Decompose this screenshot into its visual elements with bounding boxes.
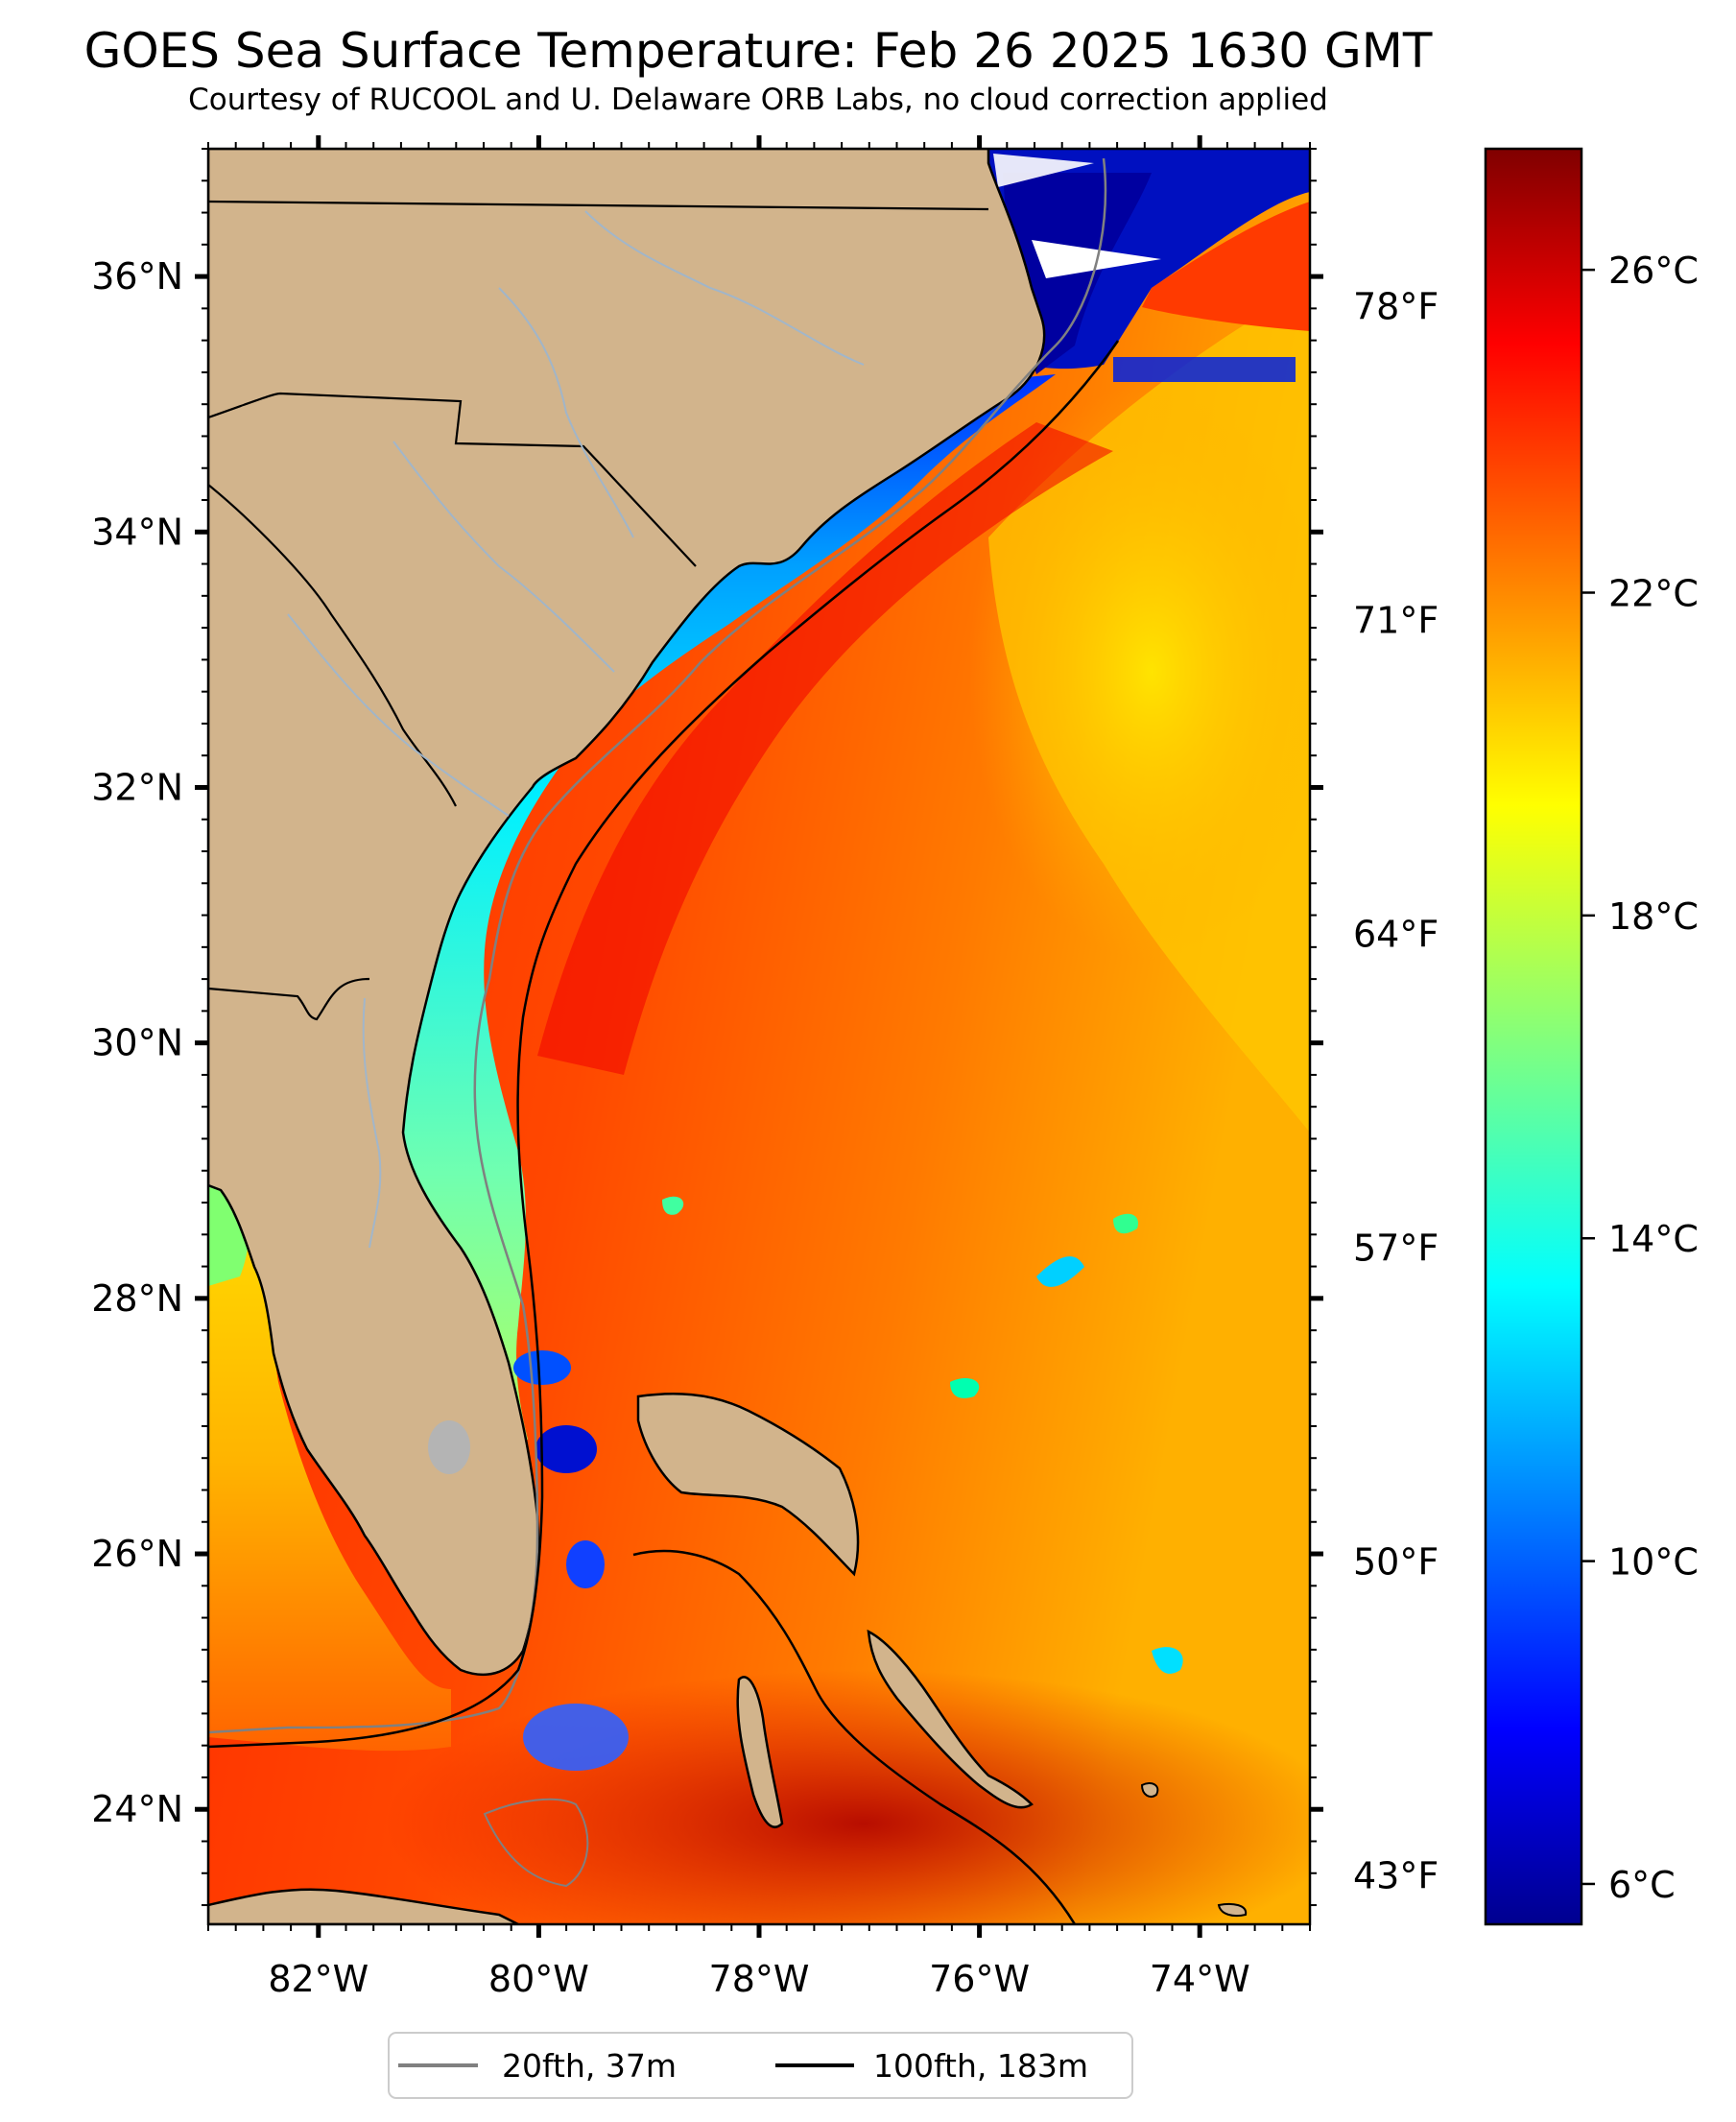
cool-filament [1152, 1647, 1183, 1674]
latitude-axis: 24°N 26°N 28°N 30°N 32°N 34°N 36°N [91, 148, 1323, 1907]
us-mainland [208, 149, 1046, 1677]
legend-label-100fth: 100fth, 183m [873, 2047, 1088, 2085]
cool-filament [950, 1377, 980, 1398]
map-panel [208, 149, 1310, 1924]
cb-c-tick-label: 18°C [1608, 895, 1699, 938]
gulf-stream-core [537, 422, 1113, 1075]
lon-tick-label: 76°W [929, 1958, 1030, 2000]
cool-filament [1036, 1256, 1084, 1287]
offshore-yellow-eddy [969, 384, 1310, 960]
lat-tick-label: 24°N [91, 1788, 183, 1830]
cold-patch [566, 1540, 605, 1588]
map-subtitle: Courtesy of RUCOOL and U. Delaware ORB L… [188, 83, 1328, 117]
lat-tick-label: 30°N [91, 1022, 183, 1064]
cold-patch [535, 1425, 597, 1473]
cb-c-tick-label: 6°C [1608, 1864, 1676, 1906]
bahamas-little-bahama-bank [636, 1393, 860, 1577]
cool-filament [1113, 1213, 1138, 1234]
colorbar [1484, 147, 1583, 1926]
colorbar-celsius-axis: 6°C 10°C 14°C 18°C 22°C 26°C [1581, 250, 1699, 1906]
bahamas-cuba-edge [208, 1888, 519, 1924]
cool-filament [662, 1196, 684, 1215]
lat-tick-label: 26°N [91, 1533, 183, 1575]
lat-tick-label: 32°N [91, 766, 183, 808]
lon-tick-label: 78°W [709, 1958, 810, 2000]
cb-f-tick-label: 64°F [1353, 914, 1439, 956]
legend-box [388, 2032, 1133, 2099]
lake-okeechobee [428, 1420, 470, 1474]
lat-tick-label: 28°N [91, 1277, 183, 1320]
cold-band-lower [1113, 357, 1296, 382]
rivers [287, 210, 865, 1249]
cb-c-tick-label: 14°C [1608, 1218, 1699, 1260]
cb-f-tick-label: 43°F [1353, 1855, 1439, 1897]
cb-f-tick-label: 50°F [1353, 1541, 1439, 1584]
warm-band-north [1142, 202, 1310, 331]
cb-c-tick-label: 22°C [1608, 573, 1699, 615]
cay-island [1140, 1782, 1159, 1798]
colorbar-fahrenheit-axis: 43°F 50°F 57°F 64°F 71°F 78°F [1353, 286, 1439, 1897]
cb-f-tick-label: 57°F [1353, 1228, 1439, 1270]
isobath-20fth [483, 1798, 589, 1888]
lat-tick-label: 36°N [91, 255, 183, 298]
lon-tick-label: 80°W [488, 1958, 589, 2000]
map-title: GOES Sea Surface Temperature: Feb 26 202… [83, 23, 1433, 79]
bahamas-andros [736, 1676, 784, 1828]
cb-f-tick-label: 78°F [1353, 286, 1439, 328]
cold-patch [513, 1350, 571, 1385]
cloud-gap-white [993, 154, 1094, 187]
isobath-100fth [208, 340, 1120, 1749]
state-borders [208, 200, 989, 1021]
legend-label-20fth: 20fth, 37m [502, 2047, 677, 2085]
lon-tick-label: 74°W [1150, 1958, 1250, 2000]
cold-patch [523, 1704, 629, 1771]
bahamas-eleuthera [867, 1629, 1034, 1809]
lat-tick-label: 34°N [91, 511, 183, 553]
cb-c-tick-label: 10°C [1608, 1541, 1699, 1584]
isobath-legend: 20fth, 37m 100fth, 183m [388, 2032, 1133, 2099]
lon-tick-label: 82°W [268, 1958, 369, 2000]
longitude-axis: 82°W 80°W 78°W 76°W 74°W [207, 135, 1311, 2000]
cb-f-tick-label: 71°F [1353, 600, 1439, 642]
cay-island [1217, 1902, 1248, 1918]
isobath-100fth [632, 1549, 1077, 1924]
cb-c-tick-label: 26°C [1608, 250, 1699, 292]
